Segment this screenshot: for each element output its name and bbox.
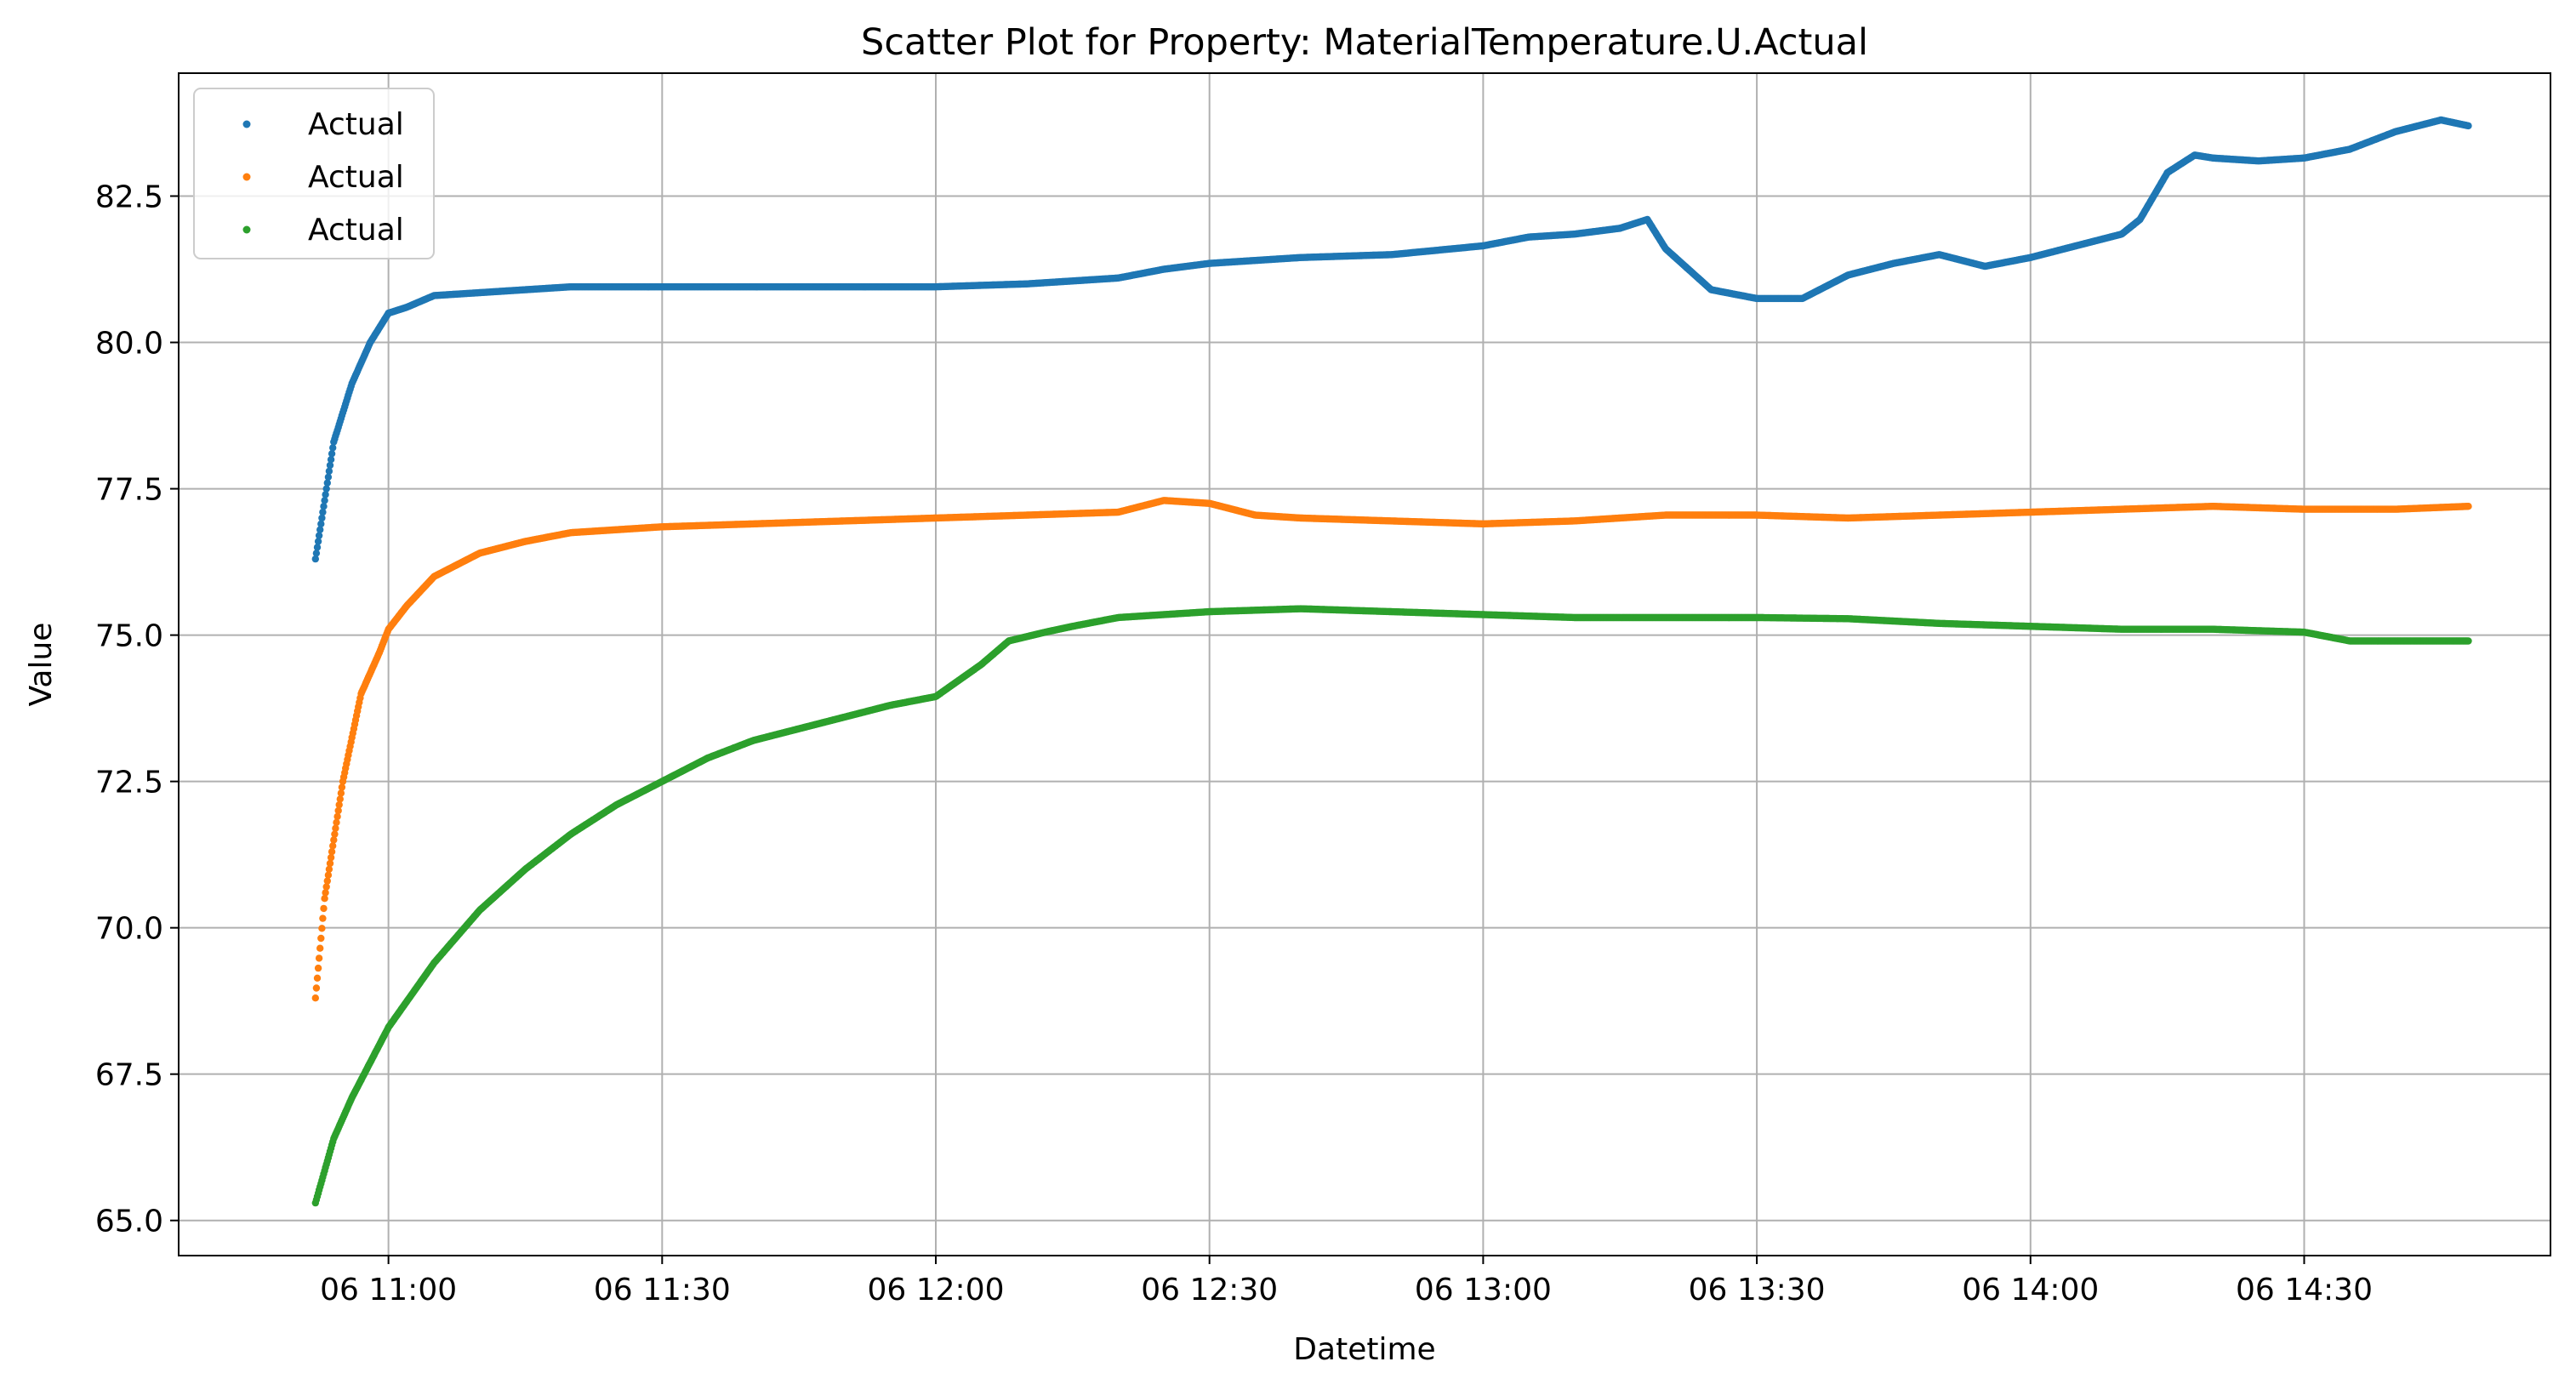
data-point [2465,122,2472,130]
data-point [321,497,328,504]
data-point [315,532,323,539]
data-point [311,555,319,563]
data-point [2465,503,2472,510]
data-point [315,954,323,962]
data-point [326,461,334,470]
data-point [314,538,322,545]
data-point [316,526,324,533]
data-point [329,444,337,452]
data-point [324,473,333,481]
data-point [314,964,322,972]
data-point [318,925,326,932]
data-points [311,116,2472,1207]
data-point [320,904,328,913]
data-point [311,994,319,1002]
data-point [322,485,330,493]
data-point [322,491,329,498]
grid [179,73,2550,1256]
data-point [317,934,325,943]
data-point [312,984,321,992]
data-point [325,467,333,476]
data-point [323,479,331,487]
data-point [312,550,321,557]
data-point [317,520,325,528]
data-point [316,944,324,952]
data-point [327,456,335,464]
series-1 [311,116,2472,563]
data-point [328,450,336,458]
data-point [318,514,326,522]
data-point [319,914,327,922]
data-point [313,544,322,551]
data-point [320,503,328,510]
data-point [313,974,322,983]
data-point [319,508,327,516]
